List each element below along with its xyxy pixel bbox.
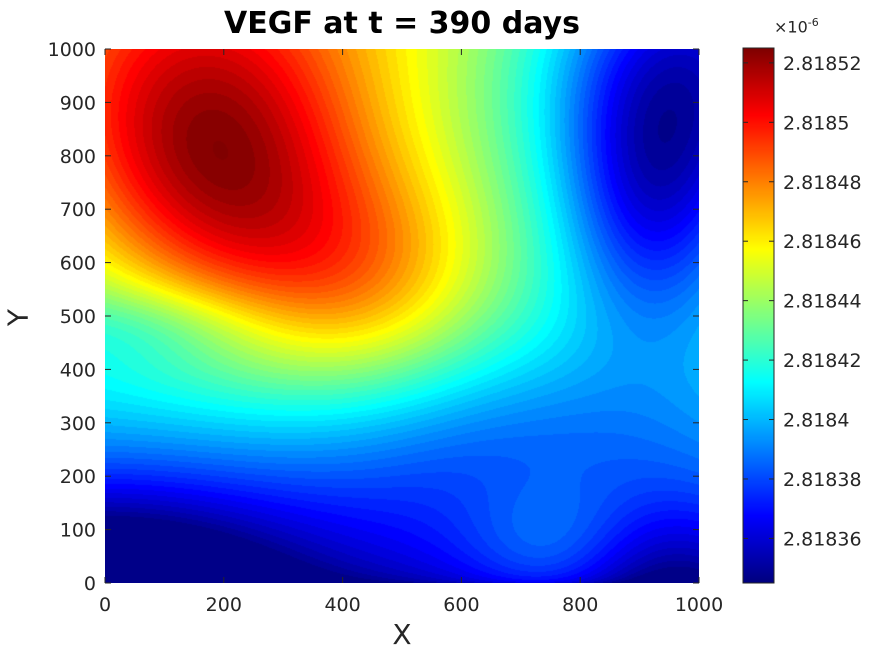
y-tick-label: 900 <box>60 92 96 114</box>
chart-title: VEGF at t = 390 days <box>224 6 580 41</box>
x-tick-label: 400 <box>324 594 360 616</box>
y-tick-label: 100 <box>60 520 96 542</box>
axes: 0 200 400 600 800 1000 0 100 200 300 400 500 600 700 8… <box>48 39 724 616</box>
heatmap-field <box>105 49 699 583</box>
y-tick-label: 400 <box>60 359 96 381</box>
y-tick-label: 700 <box>60 199 96 221</box>
y-tick-label: 500 <box>60 306 96 328</box>
colorbar-tick-label: 2.81844 <box>783 291 862 313</box>
x-tick-label: 600 <box>443 594 479 616</box>
x-tick-label: 0 <box>99 594 111 616</box>
y-tick-label: 200 <box>60 466 96 488</box>
colorbar-exponent-base: ×10 <box>774 17 808 37</box>
colorbar-frame <box>742 47 775 584</box>
colorbar-gradient <box>743 48 774 583</box>
colorbar: 2.81836 2.81838 2.8184 2.81842 2.81844 2.8184… <box>742 47 862 584</box>
x-tick-label: 800 <box>562 594 598 616</box>
y-tick-label: 1000 <box>48 39 96 61</box>
colorbar-tick-label: 2.8185 <box>783 112 849 134</box>
colorbar-tick-label: 2.81846 <box>783 231 862 253</box>
colorbar-tick-label: 2.81848 <box>783 172 862 194</box>
colorbar-tick-label: 2.81852 <box>783 53 862 75</box>
x-tick-label: 200 <box>206 594 242 616</box>
colorbar-tick-label: 2.81838 <box>783 469 862 491</box>
colorbar-tick-label: 2.8184 <box>783 410 849 432</box>
y-tick-label: 300 <box>60 413 96 435</box>
y-tick-label: 0 <box>84 573 96 595</box>
y-axis-label: Y <box>1 308 35 327</box>
colorbar-tick-label: 2.81836 <box>783 528 862 550</box>
y-tick-label: 600 <box>60 253 96 275</box>
colorbar-exponent-power: -6 <box>807 16 819 29</box>
colorbar-tick-label: 2.81842 <box>783 350 862 372</box>
x-tick-label: 1000 <box>675 594 723 616</box>
y-tick-label: 800 <box>60 146 96 168</box>
colorbar-exponent: ×10-6 <box>774 16 819 36</box>
x-axis-label: X <box>392 618 412 651</box>
